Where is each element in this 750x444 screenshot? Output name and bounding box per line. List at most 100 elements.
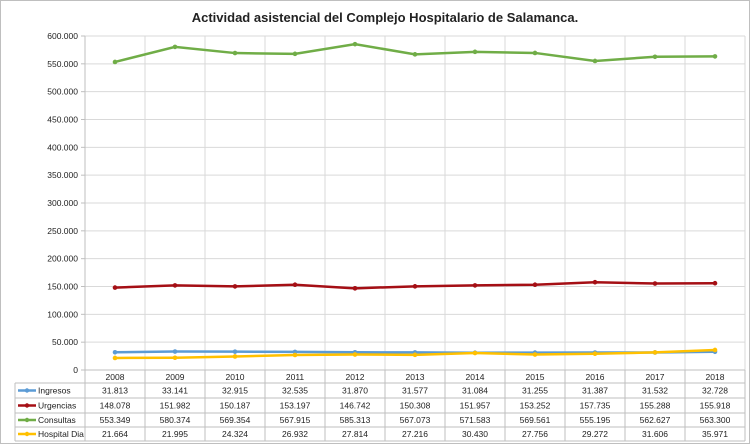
series-name: Consultas: [38, 415, 76, 425]
table-cell: 151.957: [460, 401, 491, 411]
y-tick-label: 100.000: [47, 309, 78, 319]
table-cell: 31.870: [342, 386, 368, 396]
table-cell: 569.561: [520, 415, 551, 425]
data-point: [652, 350, 658, 355]
table-cell: 32.915: [222, 386, 248, 396]
x-category-label: 2008: [106, 372, 125, 382]
data-point: [172, 355, 178, 361]
data-point: [232, 354, 238, 359]
table-cell: 35.971: [702, 429, 728, 439]
table-cell: 155.288: [640, 401, 671, 411]
data-point: [112, 355, 118, 361]
data-point: [412, 352, 418, 358]
data-point: [172, 283, 178, 288]
data-point: [172, 44, 178, 50]
data-point: [352, 352, 358, 357]
table-cell: 148.078: [100, 401, 131, 411]
table-cell: 153.252: [520, 401, 551, 411]
series-name: Ingresos: [38, 386, 71, 396]
x-category-label: 2011: [286, 372, 305, 382]
table-cell: 24.324: [222, 429, 248, 439]
table-cell: 150.308: [400, 401, 431, 411]
data-point: [712, 347, 718, 353]
data-point: [232, 349, 238, 354]
table-cell: 155.918: [700, 401, 731, 411]
data-point: [112, 349, 118, 355]
data-point: [592, 351, 598, 357]
y-tick-label: 300.000: [47, 198, 78, 208]
table-cell: 562.627: [640, 415, 671, 425]
data-point: [232, 50, 238, 56]
table-cell: 146.742: [340, 401, 371, 411]
series-hospital-dia: [112, 347, 718, 361]
data-point: [352, 286, 358, 291]
table-cell: 157.735: [580, 401, 611, 411]
table-cell: 30.430: [462, 429, 488, 439]
y-tick-label: 150.000: [47, 282, 78, 292]
table-cell: 150.187: [220, 401, 251, 411]
x-category-label: 2016: [586, 372, 605, 382]
data-point: [652, 281, 658, 286]
series-lines: [112, 41, 718, 361]
table-cell: 153.197: [280, 401, 311, 411]
table-cell: 27.216: [402, 429, 428, 439]
chart-title: Actividad asistencial del Complejo Hospi…: [192, 10, 579, 25]
x-category-label: 2010: [226, 372, 245, 382]
data-point: [472, 283, 478, 288]
x-category-label: 2012: [346, 372, 365, 382]
series-name: Hospital Dia: [38, 429, 84, 439]
y-tick-label: 200.000: [47, 254, 78, 264]
x-category-label: 2013: [406, 372, 425, 382]
data-point: [412, 52, 418, 57]
table-cell: 27.756: [522, 429, 548, 439]
y-tick-label: 600.000: [47, 31, 78, 41]
data-point: [292, 51, 298, 57]
table-cell: 21.664: [102, 429, 128, 439]
table-cell: 571.583: [460, 415, 491, 425]
data-point: [712, 280, 718, 286]
table-cell: 151.982: [160, 401, 191, 411]
legend-key-ingresos: [18, 388, 36, 393]
x-category-label: 2014: [466, 372, 485, 382]
legend-key-consultas: [18, 417, 36, 423]
table-cell: 21.995: [162, 429, 188, 439]
table-cell: 31.577: [402, 386, 428, 396]
data-point: [532, 50, 538, 56]
table-cell: 32.728: [702, 386, 728, 396]
legend-key-hospital-dia: [18, 431, 36, 437]
table-cell: 569.354: [220, 415, 251, 425]
table-cell: 33.141: [162, 386, 188, 396]
table-cell: 567.915: [280, 415, 311, 425]
table-cell: 26.932: [282, 429, 308, 439]
y-tick-label: 0: [73, 365, 78, 375]
table-cell: 31.532: [642, 386, 668, 396]
table-cell: 585.313: [340, 415, 371, 425]
x-category-label: 2017: [646, 372, 665, 382]
table-cell: 567.073: [400, 415, 431, 425]
data-point: [532, 282, 538, 287]
legend-key-urgencias: [18, 403, 36, 408]
table-cell: 31.606: [642, 429, 668, 439]
y-tick-label: 250.000: [47, 226, 78, 236]
table-cell: 563.300: [700, 415, 731, 425]
series-urgencias: [112, 279, 718, 291]
data-point: [112, 285, 118, 290]
table-cell: 31.084: [462, 386, 488, 396]
data-point: [472, 49, 478, 55]
x-category-label: 2015: [526, 372, 545, 382]
x-category-label: 2018: [706, 372, 725, 382]
table-cell: 555.195: [580, 415, 611, 425]
data-point: [352, 41, 358, 47]
table-cell: 553.349: [100, 415, 131, 425]
data-point: [232, 284, 238, 289]
data-point: [412, 284, 418, 289]
y-axis: 0 50.000 100.000 150.000 200.000 250.000 300.0…: [47, 31, 86, 375]
data-point: [472, 350, 478, 356]
table-cell: 31.813: [102, 386, 128, 396]
series-name: Urgencias: [38, 401, 76, 411]
y-tick-label: 400.000: [47, 142, 78, 152]
y-tick-label: 450.000: [47, 115, 78, 125]
data-point: [712, 54, 718, 59]
data-table: 2008 2009 2010 2011 2012 2013 2014 2015 2016 2017…: [14, 369, 746, 442]
